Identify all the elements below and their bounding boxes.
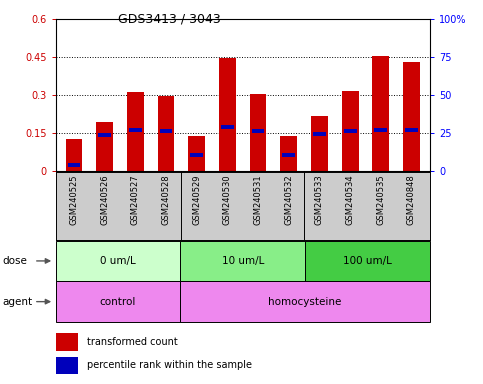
Bar xyxy=(56,356,78,374)
Bar xyxy=(341,91,358,171)
Text: transformed count: transformed count xyxy=(87,337,178,347)
Text: 0 um/L: 0 um/L xyxy=(100,256,136,266)
Bar xyxy=(96,122,113,171)
Text: 10 um/L: 10 um/L xyxy=(222,256,264,266)
Text: control: control xyxy=(99,296,136,307)
Text: homocysteine: homocysteine xyxy=(269,296,341,307)
Bar xyxy=(159,129,172,133)
Bar xyxy=(343,129,356,133)
Text: GSM240535: GSM240535 xyxy=(376,174,385,225)
Bar xyxy=(250,94,267,171)
Text: agent: agent xyxy=(2,296,32,307)
Text: GSM240526: GSM240526 xyxy=(100,174,109,225)
Bar xyxy=(313,132,326,136)
Bar xyxy=(98,133,111,137)
Text: dose: dose xyxy=(2,256,28,266)
Bar xyxy=(127,92,144,171)
Bar xyxy=(252,129,265,133)
Text: GSM240529: GSM240529 xyxy=(192,174,201,225)
Bar xyxy=(221,126,234,129)
Bar xyxy=(68,162,80,167)
Bar xyxy=(305,241,430,281)
Bar xyxy=(405,128,418,132)
Bar xyxy=(188,136,205,171)
Bar xyxy=(56,241,180,281)
Text: GSM240527: GSM240527 xyxy=(131,174,140,225)
Bar xyxy=(180,241,305,281)
Text: GDS3413 / 3043: GDS3413 / 3043 xyxy=(118,12,220,25)
Text: GSM240528: GSM240528 xyxy=(161,174,170,225)
Bar xyxy=(66,139,83,171)
Bar xyxy=(282,153,295,157)
Text: GSM240848: GSM240848 xyxy=(407,174,416,225)
Bar xyxy=(280,136,297,171)
Bar xyxy=(372,56,389,171)
Text: GSM240530: GSM240530 xyxy=(223,174,232,225)
Bar xyxy=(219,58,236,171)
Text: GSM240525: GSM240525 xyxy=(70,174,78,225)
Bar xyxy=(374,127,387,132)
Bar xyxy=(129,127,142,132)
Text: 100 um/L: 100 um/L xyxy=(343,256,392,266)
Bar xyxy=(157,96,174,171)
Bar xyxy=(180,281,430,322)
Bar xyxy=(190,153,203,157)
Bar xyxy=(56,281,180,322)
Text: GSM240533: GSM240533 xyxy=(315,174,324,225)
Text: GSM240531: GSM240531 xyxy=(254,174,263,225)
Text: percentile rank within the sample: percentile rank within the sample xyxy=(87,360,252,370)
Text: GSM240532: GSM240532 xyxy=(284,174,293,225)
Bar xyxy=(403,62,420,171)
Bar xyxy=(311,116,328,171)
Bar xyxy=(56,333,78,351)
Text: GSM240534: GSM240534 xyxy=(346,174,355,225)
